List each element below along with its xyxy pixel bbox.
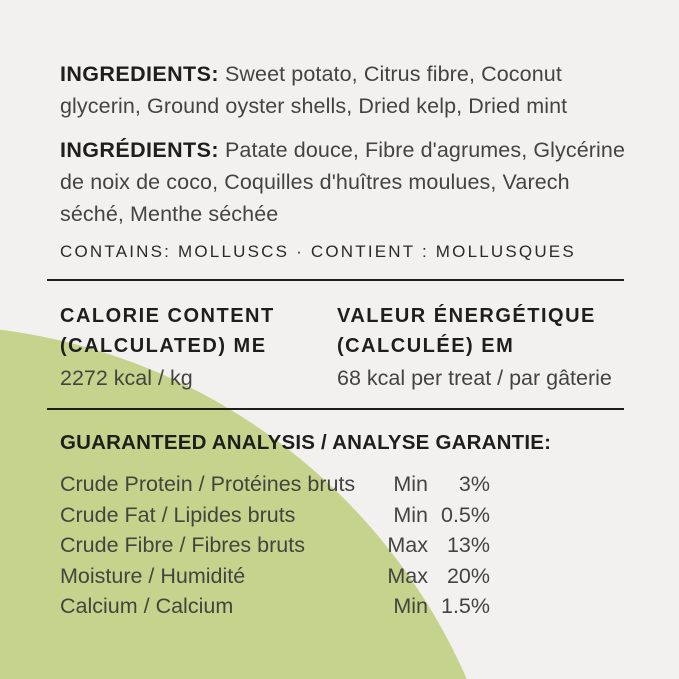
row-value: 1.5% [440,594,490,618]
calorie-heading-fr-line1: VALEUR ÉNERGÉTIQUE [337,305,596,327]
calorie-heading-en-line2: (CALCULATED) ME [60,335,267,357]
calorie-column-en: CALORIE CONTENT (CALCULATED) ME 2272 kca… [60,301,337,393]
calorie-column-fr: VALEUR ÉNERGÉTIQUE (CALCULÉE) EM 68 kcal… [337,301,626,393]
row-label: Crude Fat / Lipides bruts [60,502,296,527]
calorie-value-fr: 68 kcal per treat / par gâterie [337,366,612,390]
row-value: 20% [446,563,490,588]
row-qualifier: Min [393,594,428,618]
row-label: Crude Protein / Protéines bruts [60,472,356,496]
guaranteed-analysis-table: Crude Protein / Protéines bruts Min 3% C… [60,469,626,622]
guaranteed-analysis-heading: GUARANTEED ANALYSIS / ANALYSE GARANTIE: [60,431,552,454]
contains-statement: CONTAINS: MOLLUSCS · CONTIENT : MOLLUSQU… [60,242,576,261]
row-value: 0.5% [440,502,490,527]
calorie-value-en: 2272 kcal / kg [60,366,193,390]
calorie-heading-en-line1: CALORIE CONTENT [60,305,275,327]
table-row: Crude Fibre / Fibres bruts Max 13% [60,530,490,561]
row-qualifier: Max [387,563,428,588]
row-qualifier: Min [393,472,428,496]
row-label: Calcium / Calcium [60,594,234,618]
table-row: Crude Protein / Protéines bruts Min 3% [60,469,490,500]
ingredients-en: INGREDIENTS: Sweet potato, Citrus fibre,… [60,58,626,122]
divider-top [47,279,624,281]
row-label: Crude Fibre / Fibres bruts [60,533,305,557]
row-qualifier: Max [387,533,428,557]
row-value: 3% [458,472,490,496]
calorie-section: CALORIE CONTENT (CALCULATED) ME 2272 kca… [60,301,626,393]
row-qualifier: Min [393,502,428,527]
ingredients-fr: INGRÉDIENTS: Patate douce, Fibre d'agrum… [60,134,626,230]
ingredients-en-heading: INGREDIENTS: [60,62,219,86]
row-value: 13% [446,533,490,557]
table-row: Moisture / Humidité Max 20% [60,561,490,592]
ingredients-fr-text: Patate douce, Fibre d'agrumes, Glycérine… [60,138,626,226]
table-row: Crude Fat / Lipides bruts Min 0.5% [60,500,490,531]
ingredients-en-text: Sweet potato, Citrus fibre, Coconut glyc… [60,62,568,118]
ingredients-fr-heading: INGRÉDIENTS: [60,138,219,162]
divider-bottom [47,408,624,410]
row-label: Moisture / Humidité [60,563,246,588]
table-row: Calcium / Calcium Min 1.5% [60,591,490,622]
label-content: INGREDIENTS: Sweet potato, Citrus fibre,… [47,58,626,622]
calorie-heading-fr-line2: (CALCULÉE) EM [337,335,515,357]
